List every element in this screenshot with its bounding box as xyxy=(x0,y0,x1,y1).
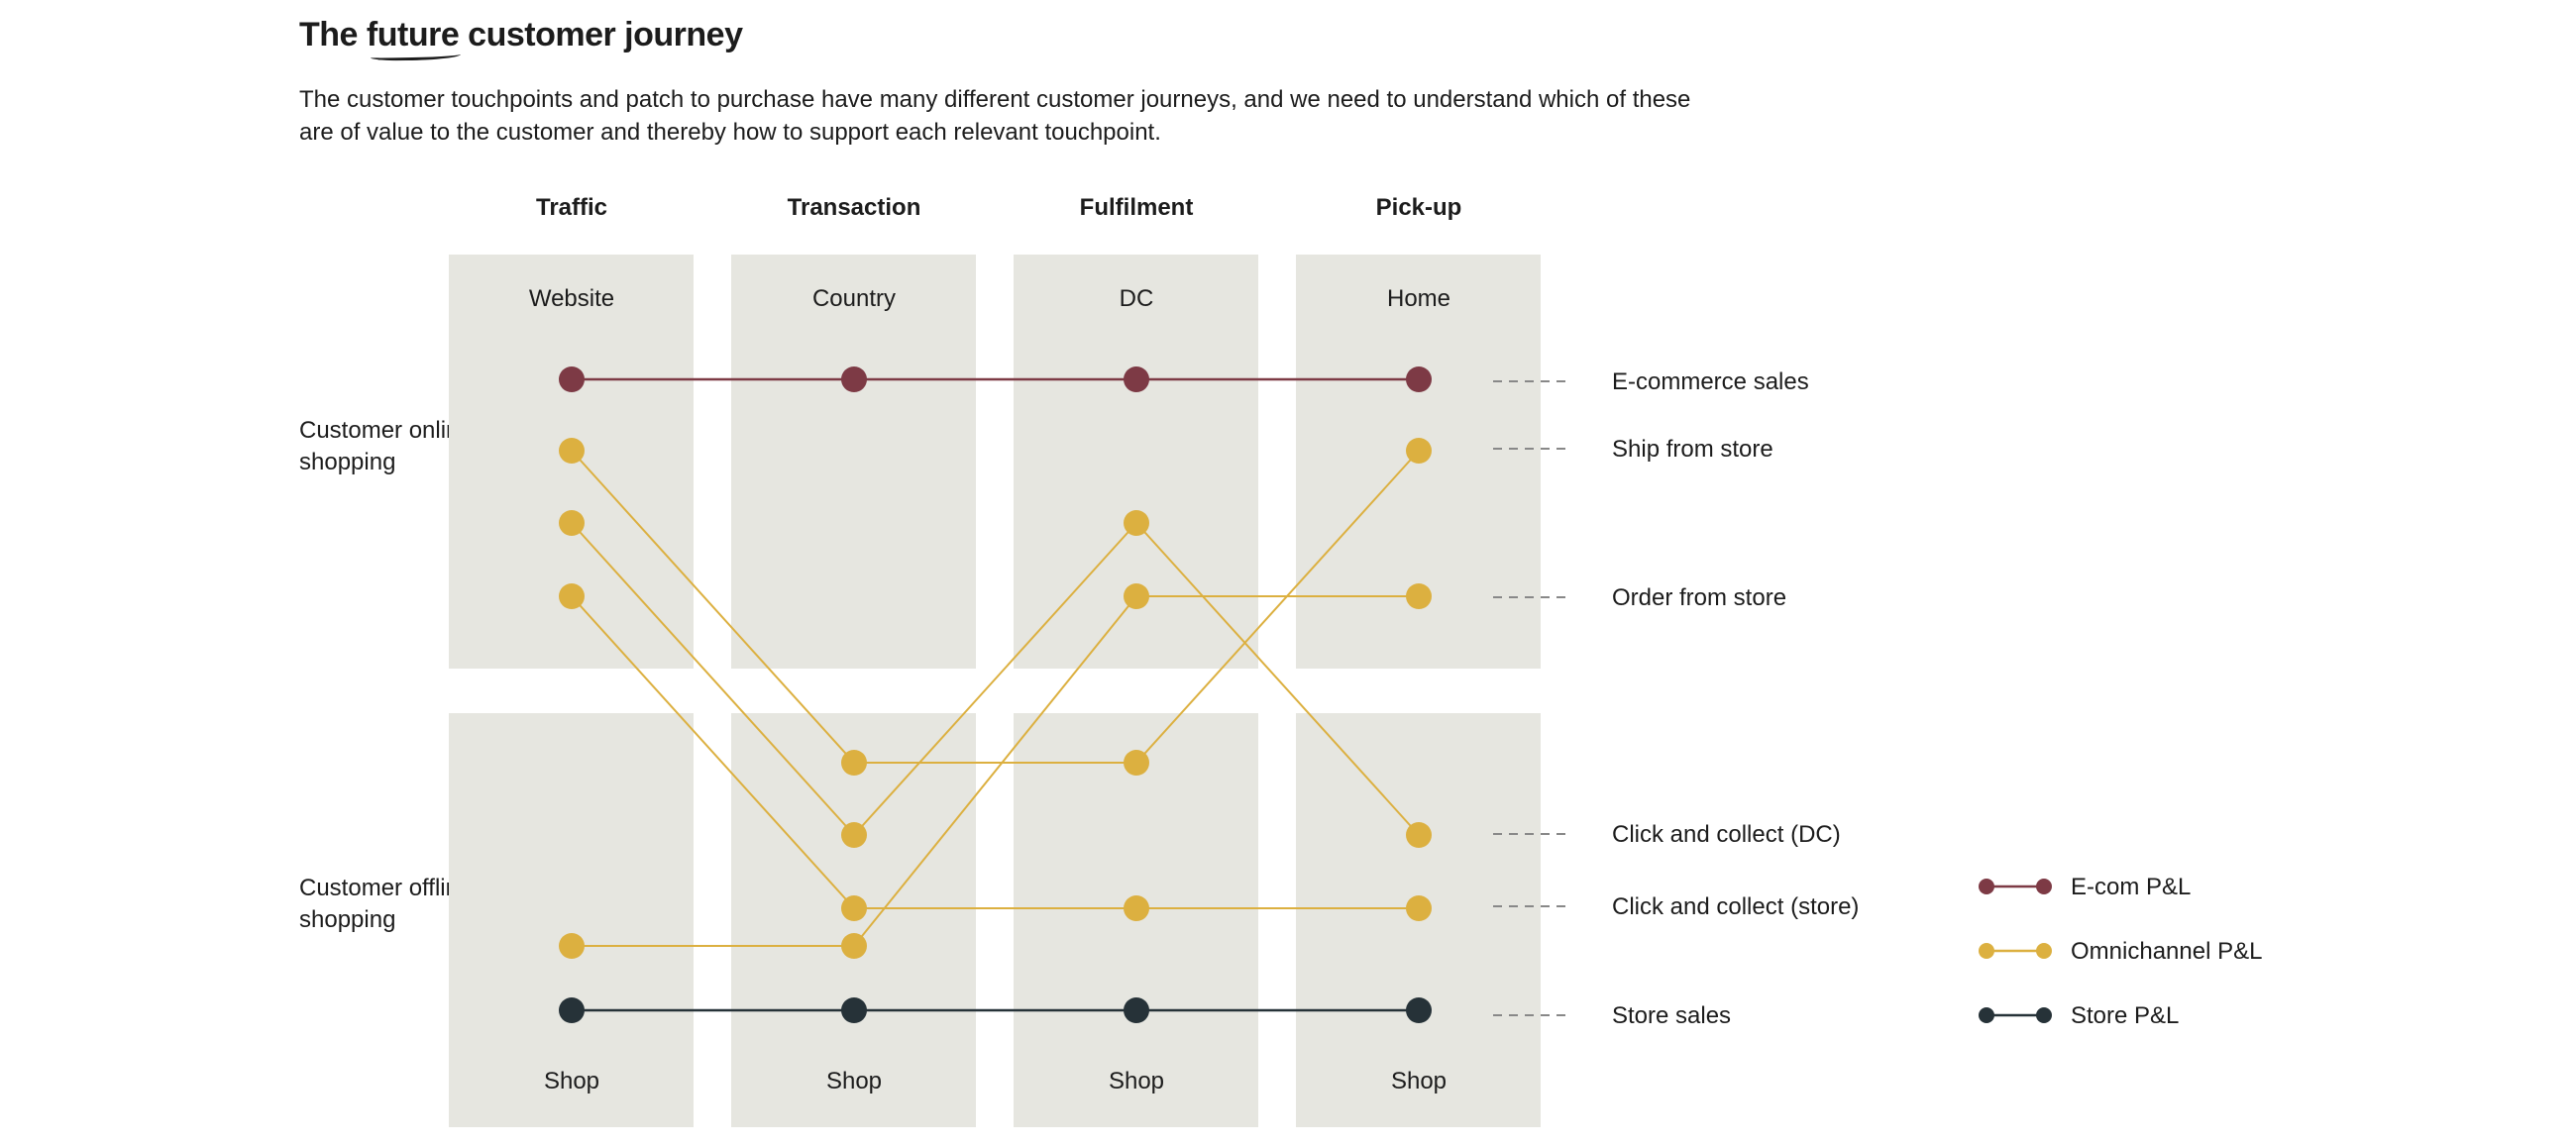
journey-node xyxy=(841,822,867,848)
stage-offline-label: Shop xyxy=(826,1068,882,1094)
journey-connector xyxy=(571,450,855,764)
legend-dot-icon xyxy=(1979,943,1994,959)
legend-item-store: Store P&L xyxy=(1979,1002,2179,1029)
journey-connector xyxy=(571,595,855,909)
journey-order-from-store: Order from store xyxy=(559,583,1786,959)
journey-connector xyxy=(853,522,1137,836)
journey-node xyxy=(841,366,867,392)
journey-node xyxy=(1406,583,1432,609)
journey-label: E-commerce sales xyxy=(1612,368,1809,395)
journey-click-and-collect-dc: Click and collect (DC) xyxy=(559,510,1841,848)
journey-node xyxy=(1124,583,1149,609)
stage-box-offline xyxy=(449,713,694,1127)
journey-node xyxy=(1406,997,1432,1023)
journey-node xyxy=(1406,438,1432,464)
journey-node xyxy=(1406,822,1432,848)
journey-node xyxy=(841,895,867,921)
journey-ship-from-store: Ship from store xyxy=(559,436,1773,776)
stage-offline-label: Shop xyxy=(544,1068,599,1094)
legend-dot-icon xyxy=(1979,1007,1994,1023)
stage-header: Pick-up xyxy=(1376,194,1462,221)
journey-connector xyxy=(853,595,1137,947)
journey-node xyxy=(1124,895,1149,921)
legend-dot-icon xyxy=(2036,943,2052,959)
journey-node xyxy=(841,933,867,959)
journey-node xyxy=(1406,895,1432,921)
stage-online-label: Country xyxy=(812,285,896,312)
journey-node xyxy=(841,997,867,1023)
stage-header: Traffic xyxy=(536,194,607,221)
stage-online-label: Website xyxy=(529,285,614,312)
journey-node xyxy=(1406,366,1432,392)
journey-label: Click and collect (store) xyxy=(1612,893,1859,920)
journey-click-and-collect-store: Click and collect (store) xyxy=(559,583,1859,921)
legend-label: E-com P&L xyxy=(2071,874,2191,900)
journey-node xyxy=(559,366,585,392)
journey-node xyxy=(1124,750,1149,776)
legend-dot-icon xyxy=(1979,879,1994,894)
journey-label: Store sales xyxy=(1612,1002,1731,1029)
journey-connector xyxy=(1135,450,1420,764)
journey-node xyxy=(559,583,585,609)
stage-online-label: DC xyxy=(1120,285,1154,312)
stage-offline-label: Shop xyxy=(1109,1068,1164,1094)
page-title: The future customer journey xyxy=(299,16,743,54)
title-text: The xyxy=(299,16,367,53)
stage-header: Transaction xyxy=(788,194,921,221)
journey-node xyxy=(559,933,585,959)
journey-store-sales: Store sales xyxy=(559,997,1731,1029)
legend-item-omni: Omnichannel P&L xyxy=(1979,938,2262,965)
stage-offline-label: Shop xyxy=(1391,1068,1447,1094)
journey-connector xyxy=(1135,522,1420,836)
row-label-online: Customer online shopping xyxy=(299,417,473,475)
journey-node xyxy=(559,438,585,464)
stage-header: Fulfilment xyxy=(1080,194,1194,221)
journey-node xyxy=(559,510,585,536)
journey-label: Click and collect (DC) xyxy=(1612,821,1841,848)
title-text-end: customer journey xyxy=(459,16,743,53)
intro-paragraph: The customer touchpoints and patch to pu… xyxy=(299,86,1691,146)
journey-label: Order from store xyxy=(1612,584,1786,611)
journey-node xyxy=(1124,510,1149,536)
journey-node xyxy=(841,750,867,776)
legend-label: Store P&L xyxy=(2071,1002,2179,1029)
row-label-offline: Customer offline shopping xyxy=(299,875,473,933)
legend-label: Omnichannel P&L xyxy=(2071,938,2262,965)
stage-box-online xyxy=(731,255,976,669)
journey-e-commerce-sales: E-commerce sales xyxy=(559,366,1809,395)
journey-label: Ship from store xyxy=(1612,436,1773,463)
stage-online-label: Home xyxy=(1387,285,1450,312)
legend-dot-icon xyxy=(2036,1007,2052,1023)
title-underlined-word: future xyxy=(366,16,460,53)
legend-dot-icon xyxy=(2036,879,2052,894)
legend-item-ecom: E-com P&L xyxy=(1979,874,2191,900)
journey-node xyxy=(1124,366,1149,392)
journey-node xyxy=(559,997,585,1023)
journey-node xyxy=(1124,997,1149,1023)
journey-connector xyxy=(571,522,855,836)
